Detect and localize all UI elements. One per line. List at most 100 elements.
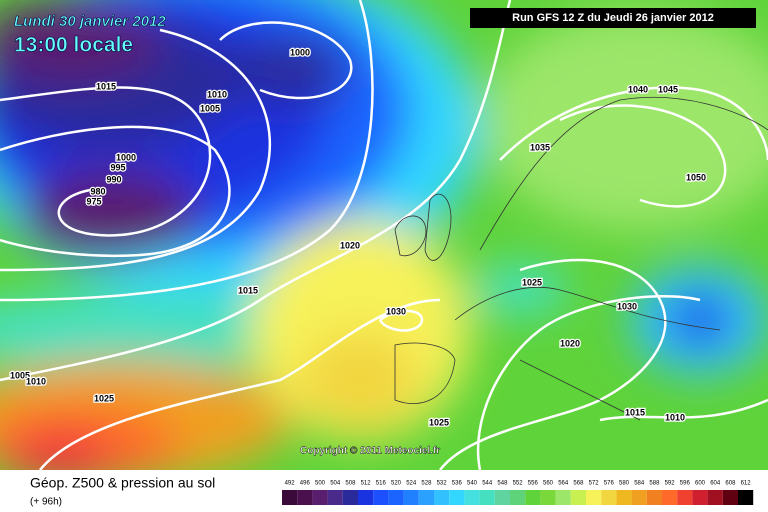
legend-label: 496	[300, 481, 311, 487]
legend-swatch	[449, 490, 465, 505]
legend-label: 572	[589, 481, 600, 487]
isobar-label: 990	[106, 174, 121, 184]
isobar-label: 1045	[658, 84, 678, 94]
legend-swatch	[494, 490, 510, 505]
isobar-label: 1050	[686, 172, 706, 182]
legend-swatch	[342, 490, 358, 505]
legend: 492 496 500 504 508 512 516 520 524 528 532 536 540 5…	[282, 481, 754, 505]
legend-label: 540	[467, 481, 478, 487]
legend-label: 584	[634, 481, 645, 487]
legend-label: 536	[452, 481, 463, 487]
legend-label: 520	[391, 481, 402, 487]
legend-swatch	[662, 490, 678, 505]
legend-label: 608	[725, 481, 736, 487]
legend-swatch	[464, 490, 480, 505]
legend-label: 532	[437, 481, 448, 487]
isobar-label: 1040	[628, 84, 648, 94]
isobar-label: 1005	[10, 370, 30, 380]
run-box	[470, 8, 756, 28]
legend-swatch	[707, 490, 723, 505]
legend-swatch	[327, 490, 343, 505]
legend-label: 612	[741, 481, 752, 487]
coastlines	[394, 97, 768, 421]
legend-swatch	[570, 490, 586, 505]
legend-swatch	[373, 490, 389, 505]
isobar-label: 1025	[522, 277, 542, 287]
legend-swatch	[312, 490, 328, 505]
legend-swatch	[510, 490, 526, 505]
legend-swatch	[434, 490, 450, 505]
legend-swatch	[358, 490, 374, 505]
legend-label: 564	[558, 481, 569, 487]
legend-label: 552	[513, 481, 524, 487]
footer-lead: (+ 96h)	[30, 497, 62, 508]
legend-label: 592	[665, 481, 676, 487]
isobar-labels: 1015101010051000100099599098097510201015…	[9, 46, 708, 429]
legend-swatch	[479, 490, 495, 505]
legend-label: 492	[285, 481, 296, 487]
legend-swatch	[677, 490, 693, 505]
legend-swatch	[403, 490, 419, 505]
legend-label: 516	[376, 481, 387, 487]
isobar-label: 1005	[200, 103, 220, 113]
isobar-label: 995	[110, 162, 125, 172]
isobar-label: 1010	[207, 89, 227, 99]
legend-swatch	[631, 490, 647, 505]
isobar-label: 1015	[625, 407, 645, 417]
copyright: Copyright © 2011 Meteociel.fr	[300, 446, 440, 457]
isobar-label: 980	[90, 186, 105, 196]
isobar-label: 1025	[429, 417, 449, 427]
field	[0, 0, 768, 470]
legend-swatch	[525, 490, 541, 505]
isobar-label: 1010	[26, 376, 46, 386]
legend-label: 556	[528, 481, 539, 487]
isobar-label: 1030	[617, 301, 637, 311]
legend-swatch	[722, 490, 738, 505]
isobar-label: 1025	[94, 393, 114, 403]
legend-swatch	[540, 490, 556, 505]
legend-swatch	[388, 490, 404, 505]
legend-swatch	[646, 490, 662, 505]
isobar-label: 1000	[116, 152, 136, 162]
legend-label: 504	[330, 481, 341, 487]
isobar-label: 1035	[530, 142, 550, 152]
forecast-date: Lundi 30 janvier 2012	[14, 13, 166, 30]
legend-label: 512	[361, 481, 372, 487]
isobar-label: 1015	[238, 285, 258, 295]
isobar-label: 1030	[386, 306, 406, 316]
legend-label: 568	[573, 481, 584, 487]
isobars	[0, 0, 768, 470]
legend-swatch	[418, 490, 434, 505]
legend-label: 588	[649, 481, 660, 487]
run-info: Run GFS 12 Z du Jeudi 26 janvier 2012	[512, 12, 714, 24]
legend-label: 604	[710, 481, 721, 487]
legend-label: 500	[315, 481, 326, 487]
legend-swatch	[738, 490, 754, 505]
isobar-label: 1010	[665, 412, 685, 422]
legend-swatch	[282, 490, 298, 505]
isobar-label: 1020	[340, 240, 360, 250]
legend-label: 508	[345, 481, 356, 487]
legend-label: 596	[680, 481, 691, 487]
legend-label: 580	[619, 481, 630, 487]
isobar-label: 1000	[290, 47, 310, 57]
isobar-label: 975	[86, 196, 101, 206]
forecast-time: 13:00 locale	[14, 34, 133, 57]
legend-label: 544	[482, 481, 493, 487]
isobar-label: 1015	[96, 81, 116, 91]
legend-swatch	[555, 490, 571, 505]
isobar-label: 1020	[560, 338, 580, 348]
footer-title: Géop. Z500 & pression au sol	[30, 475, 215, 491]
legend-label: 560	[543, 481, 554, 487]
legend-label: 528	[421, 481, 432, 487]
legend-label: 548	[497, 481, 508, 487]
legend-label: 600	[695, 481, 706, 487]
legend-swatch	[616, 490, 632, 505]
legend-label: 524	[406, 481, 417, 487]
legend-swatch	[586, 490, 602, 505]
legend-swatch	[692, 490, 708, 505]
legend-label: 576	[604, 481, 615, 487]
legend-swatch	[601, 490, 617, 505]
